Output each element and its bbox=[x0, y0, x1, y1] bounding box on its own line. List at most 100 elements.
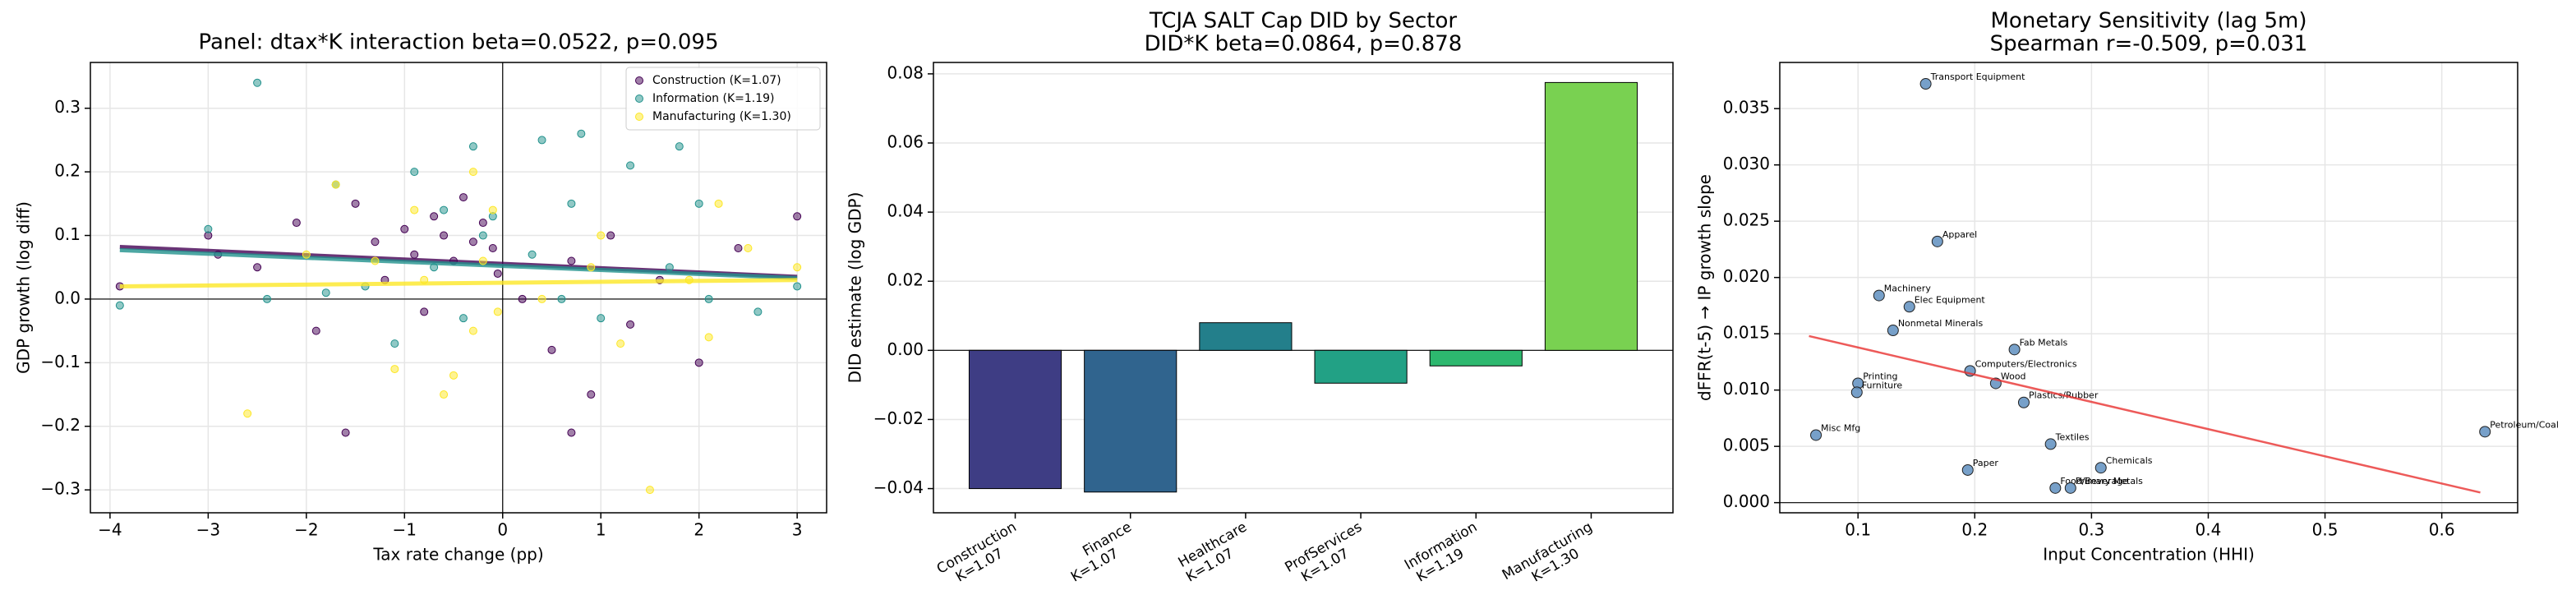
bar bbox=[1199, 322, 1293, 351]
x-tick-label: 1 bbox=[596, 520, 606, 540]
legend-marker bbox=[635, 76, 643, 85]
plot-frame bbox=[933, 62, 1674, 514]
x-tick-label: −3 bbox=[196, 520, 220, 540]
scatter-point bbox=[2094, 462, 2107, 474]
scatter-point bbox=[204, 224, 213, 233]
x-tick-label: 0.4 bbox=[2196, 520, 2222, 540]
scatter-point bbox=[1887, 325, 1899, 337]
y-tick-label: 0.2 bbox=[54, 161, 81, 181]
scatter-point bbox=[410, 250, 419, 259]
bar bbox=[1314, 349, 1408, 384]
point-annotation: Chemicals bbox=[2106, 455, 2153, 466]
scatter-point bbox=[351, 199, 360, 208]
chart-subtitle: DID*K beta=0.0864, p=0.878 bbox=[1145, 32, 1463, 57]
chart-title: Monetary Sensitivity (lag 5m) bbox=[1991, 9, 2307, 34]
scatter-point bbox=[371, 256, 380, 265]
scatter-point bbox=[734, 244, 743, 253]
scatter-point bbox=[528, 250, 537, 259]
legend-label: Construction (K=1.07) bbox=[652, 74, 781, 87]
scatter-point bbox=[537, 136, 546, 145]
x-axis-label: Input Concentration (HHI) bbox=[2043, 545, 2255, 565]
x-tick-label: ManufacturingK=1.30 bbox=[1500, 519, 1604, 597]
scatter-point bbox=[616, 339, 625, 348]
scatter-point bbox=[341, 428, 350, 437]
scatter-point bbox=[440, 231, 449, 240]
y-tick-label: −0.2 bbox=[40, 415, 81, 435]
point-annotation: Wood bbox=[2001, 371, 2026, 381]
scatter-point bbox=[400, 224, 409, 233]
x-tick-label: ProfServicesK=1.07 bbox=[1282, 519, 1373, 590]
x-tick-label: 2 bbox=[694, 520, 704, 540]
y-tick-label: 0.000 bbox=[1723, 491, 1770, 511]
scatter-point bbox=[547, 345, 556, 354]
point-annotation: Computers/Electronics bbox=[1975, 358, 2077, 369]
y-tick-label: −0.02 bbox=[873, 408, 924, 428]
scatter-point bbox=[390, 365, 399, 374]
y-tick-label: 0.04 bbox=[887, 201, 924, 221]
scatter-point bbox=[468, 326, 477, 335]
scatter-point bbox=[1873, 289, 1885, 302]
scatter-point bbox=[793, 212, 802, 221]
bar bbox=[968, 349, 1062, 490]
x-tick-label: FinanceK=1.07 bbox=[1060, 519, 1143, 585]
x-tick-label: ConstructionK=1.07 bbox=[934, 519, 1028, 592]
y-tick-label: −0.04 bbox=[873, 477, 924, 497]
point-annotation: Paper bbox=[1973, 458, 1999, 468]
scatter-point bbox=[468, 142, 477, 151]
bar bbox=[1429, 349, 1523, 367]
legend-marker bbox=[635, 113, 643, 121]
scatter-point bbox=[626, 320, 635, 329]
point-annotation: Furniture bbox=[1862, 380, 1903, 390]
scatter-point bbox=[263, 294, 272, 303]
x-tick-label: 0.2 bbox=[1961, 520, 1988, 540]
scatter-point bbox=[311, 326, 320, 335]
scatter-point bbox=[115, 301, 124, 310]
point-annotation: Misc Mfg bbox=[1821, 422, 1860, 433]
scatter-point bbox=[321, 288, 330, 297]
fit-line bbox=[119, 278, 798, 288]
chart-subtitle: Spearman r=-0.509, p=0.031 bbox=[1990, 32, 2308, 57]
scatter-point bbox=[518, 294, 527, 303]
point-annotation: Elec Equipment bbox=[1915, 294, 1986, 305]
y-tick-label: 0.015 bbox=[1723, 323, 1770, 343]
legend-marker bbox=[635, 95, 643, 103]
point-annotation: Transport Equipment bbox=[1930, 71, 2026, 82]
y-tick-label: 0.030 bbox=[1723, 154, 1770, 173]
scatter-point bbox=[488, 244, 497, 253]
scatter-point bbox=[694, 199, 703, 208]
scatter-point bbox=[1810, 429, 1823, 441]
scatter-point bbox=[577, 129, 586, 138]
x-axis-label: Tax rate change (pp) bbox=[372, 545, 543, 565]
scatter-point bbox=[567, 428, 576, 437]
x-tick-label: InformationK=1.19 bbox=[1402, 519, 1488, 588]
y-tick-label: 0.0 bbox=[54, 288, 81, 307]
y-tick-label: 0.025 bbox=[1723, 210, 1770, 230]
y-tick-label: 0.08 bbox=[887, 62, 924, 82]
scatter-point bbox=[478, 231, 487, 240]
scatter-point bbox=[2008, 343, 2021, 356]
scatter-point bbox=[587, 263, 596, 272]
point-annotation: Apparel bbox=[1942, 229, 1977, 240]
point-annotation: Fab Metals bbox=[2020, 337, 2068, 348]
scatter-point bbox=[410, 168, 419, 177]
y-axis-label: dFFR(t-5) → IP growth slope bbox=[1695, 174, 1715, 401]
scatter-point bbox=[567, 256, 576, 265]
y-tick-label: 0.3 bbox=[54, 97, 81, 117]
scatter-point bbox=[567, 199, 576, 208]
y-tick-label: 0.035 bbox=[1723, 98, 1770, 118]
x-tick-label: 0.5 bbox=[2312, 520, 2339, 540]
scatter-point bbox=[793, 282, 802, 291]
x-tick-label: 0.1 bbox=[1845, 520, 1871, 540]
scatter-point bbox=[537, 294, 546, 303]
y-tick-label: 0.00 bbox=[887, 339, 924, 359]
y-tick-label: 0.010 bbox=[1723, 379, 1770, 399]
scatter-point bbox=[292, 219, 301, 228]
scatter-point bbox=[2044, 438, 2057, 450]
scatter-point bbox=[253, 263, 262, 272]
x-tick-label: −1 bbox=[393, 520, 417, 540]
y-tick-label: 0.06 bbox=[887, 131, 924, 151]
scatter-point bbox=[645, 486, 654, 495]
point-annotation: Machinery bbox=[1884, 284, 1932, 294]
